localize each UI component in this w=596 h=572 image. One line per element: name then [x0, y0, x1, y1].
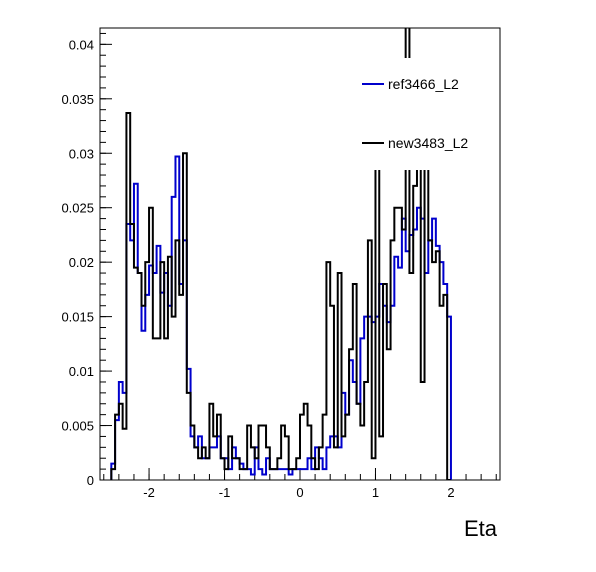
legend-label-ref3466: ref3466_L2	[388, 76, 459, 92]
y-tick-label: 0.04	[69, 37, 94, 52]
y-tick-label: 0.035	[61, 92, 94, 107]
series-line-new3483_L2	[110, 28, 451, 480]
y-tick-label: 0.015	[61, 310, 94, 325]
legend-label-new3483: new3483_L2	[388, 135, 468, 151]
y-tick-label: 0	[87, 473, 94, 488]
y-tick-label: 0.01	[69, 364, 94, 379]
y-tick-label: 0.03	[69, 146, 94, 161]
tick-labels: -2 -1 0 1 2 0 0.005 0.01 0.015 0.02 0.025 0.03 0.035…	[61, 37, 454, 500]
x-tick-label: 2	[447, 485, 454, 500]
legend-box	[354, 58, 496, 170]
x-tick-label: -2	[143, 485, 155, 500]
series-layer	[110, 28, 452, 480]
x-tick-label: 1	[372, 485, 379, 500]
y-tick-label: 0.005	[61, 419, 94, 434]
x-tick-label: -1	[219, 485, 231, 500]
legend: ref3466_L2 new3483_L2	[354, 58, 496, 170]
y-tick-label: 0.02	[69, 255, 94, 270]
x-tick-label: 0	[296, 485, 303, 500]
y-tick-label: 0.025	[61, 201, 94, 216]
x-axis-title: Eta	[464, 516, 498, 541]
axis-ticks	[100, 32, 497, 481]
